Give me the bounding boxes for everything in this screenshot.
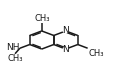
Text: CH₃: CH₃ <box>7 54 23 63</box>
Text: NH: NH <box>6 43 19 52</box>
Circle shape <box>63 47 68 51</box>
Text: CH₃: CH₃ <box>34 14 50 23</box>
Text: CH₃: CH₃ <box>88 49 104 58</box>
Text: N: N <box>62 26 69 35</box>
Text: N: N <box>62 45 69 54</box>
Circle shape <box>63 29 68 33</box>
